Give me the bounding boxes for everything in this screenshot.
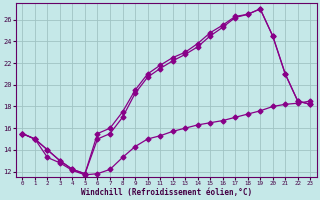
X-axis label: Windchill (Refroidissement éolien,°C): Windchill (Refroidissement éolien,°C) bbox=[81, 188, 252, 197]
